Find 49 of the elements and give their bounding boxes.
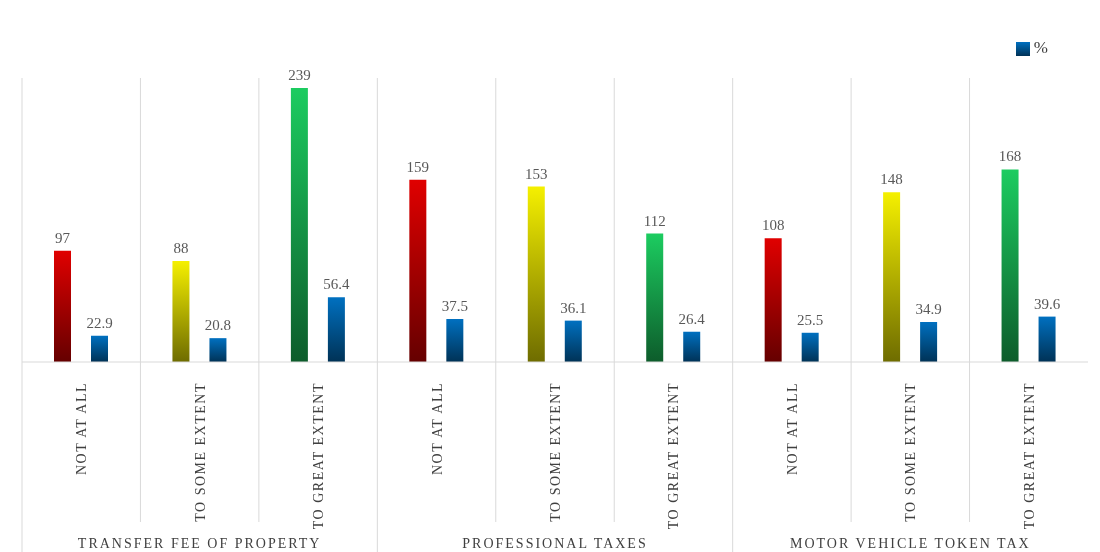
bar bbox=[801, 332, 819, 362]
text: PROFESSIONAL TAXES bbox=[462, 536, 648, 551]
x-tick-label: TO SOME EXTENT bbox=[903, 382, 919, 522]
bar bbox=[920, 321, 938, 362]
x-tick-label: TO GREAT EXTENT bbox=[311, 382, 327, 530]
x-tick-label: NOT AT ALL bbox=[429, 382, 445, 476]
bar bbox=[290, 88, 308, 362]
data-label: 20.8 bbox=[204, 317, 232, 334]
bar bbox=[1001, 169, 1019, 362]
x-tick-label: TO GREAT EXTENT bbox=[1021, 382, 1037, 530]
data-label: 112 bbox=[643, 212, 666, 229]
data-label: 22.9 bbox=[86, 314, 113, 331]
x-tick-label: NOT AT ALL bbox=[74, 382, 90, 476]
bar bbox=[172, 261, 190, 362]
data-label: 25.5 bbox=[797, 311, 824, 328]
data-label: 26.4 bbox=[678, 310, 706, 327]
x-tick-label: NOT AT ALL bbox=[784, 382, 800, 476]
x-tick-label: TO GREAT EXTENT bbox=[666, 382, 682, 530]
data-label: 108 bbox=[761, 217, 785, 234]
bar bbox=[527, 186, 545, 362]
x-tick-label: TO SOME EXTENT bbox=[548, 382, 563, 522]
bar bbox=[883, 192, 901, 362]
data-label: 97 bbox=[55, 229, 71, 246]
bar bbox=[91, 335, 108, 362]
data-label: 56.4 bbox=[323, 276, 351, 293]
bar bbox=[1038, 316, 1056, 362]
bar bbox=[683, 331, 701, 362]
data-label: 36.1 bbox=[560, 299, 587, 316]
bar bbox=[764, 238, 782, 362]
data-label: 39.6 bbox=[1033, 295, 1061, 312]
data-label: 153 bbox=[525, 165, 548, 182]
data-label: 239 bbox=[288, 67, 311, 83]
legend-label: % bbox=[1033, 38, 1048, 57]
bar bbox=[409, 179, 427, 362]
bar bbox=[446, 319, 464, 362]
bar bbox=[327, 297, 345, 362]
data-label: 37.5 bbox=[441, 298, 468, 315]
bar bbox=[564, 320, 582, 362]
data-label: 88 bbox=[173, 240, 189, 257]
bar bbox=[209, 338, 227, 362]
data-label: 168 bbox=[998, 148, 1022, 165]
data-label: 34.9 bbox=[915, 300, 942, 317]
text: MOTOR VEHICLE TOKEN TAX bbox=[789, 536, 1031, 551]
x-tick-label: TO SOME EXTENT bbox=[192, 382, 208, 522]
bar bbox=[646, 233, 664, 362]
text: TRANSFER FEE OF PROPERTY bbox=[77, 536, 322, 551]
bar bbox=[54, 250, 71, 362]
data-label: 159 bbox=[406, 158, 430, 175]
data-label: 148 bbox=[880, 171, 903, 188]
